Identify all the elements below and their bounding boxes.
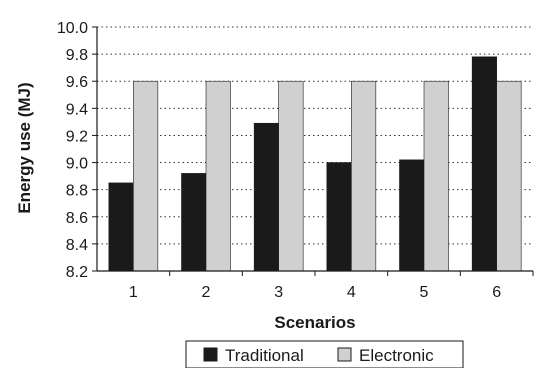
x-tick-label: 1	[129, 284, 138, 301]
bar-electronic-3	[278, 80, 304, 272]
bar-traditional-1	[108, 182, 134, 272]
axes	[92, 26, 534, 276]
x-tick-label: 3	[274, 284, 283, 301]
y-tick-label: 8.2	[66, 264, 88, 281]
legend-label-electronic: Electronic	[359, 346, 434, 365]
bar-traditional-5	[399, 159, 425, 272]
y-tick-label: 9.4	[66, 101, 88, 118]
y-tick-label: 8.4	[66, 237, 88, 254]
y-tick-label: 9.6	[66, 74, 88, 91]
x-tick-label: 4	[347, 284, 356, 301]
bars	[108, 56, 522, 272]
legend-box	[185, 340, 464, 368]
bar-electronic-4	[351, 80, 377, 272]
bar-electronic-2	[205, 80, 231, 272]
y-tick-label: 8.8	[66, 183, 88, 200]
bar-electronic-5	[423, 80, 449, 272]
y-tick-label: 9.2	[66, 128, 88, 145]
legend-label-traditional: Traditional	[225, 346, 304, 365]
y-tick-label: 8.6	[66, 210, 88, 227]
x-tick-label: 5	[420, 284, 429, 301]
bar-traditional-4	[326, 162, 352, 272]
x-axis-title: Scenarios	[274, 313, 355, 332]
legend: Traditional Electronic	[185, 340, 464, 368]
x-tick-label: 2	[202, 284, 211, 301]
grid-lines	[97, 26, 533, 245]
bar-traditional-2	[181, 173, 207, 272]
bar-electronic-6	[496, 80, 522, 272]
legend-swatch-traditional	[203, 347, 218, 362]
legend-swatch-electronic	[337, 347, 352, 362]
x-tick-label: 6	[492, 284, 501, 301]
y-tick-label: 9.0	[66, 156, 88, 173]
bar-electronic-1	[133, 80, 159, 272]
y-axis-title: Energy use (MJ)	[15, 82, 34, 213]
y-tick-label: 9.8	[66, 47, 88, 64]
bar-traditional-3	[253, 122, 279, 272]
y-tick-label: 10.0	[57, 20, 88, 37]
y-tick-labels: 8.2 8.4 8.6 8.8 9.0 9.2 9.4 9.6 9.8 10.0	[57, 20, 88, 281]
x-tick-labels: 1 2 3 4 5 6	[129, 284, 501, 301]
bar-traditional-6	[471, 56, 497, 272]
